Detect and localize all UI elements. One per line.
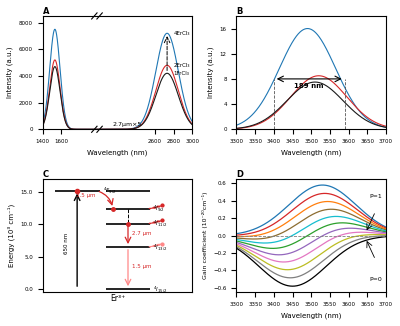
Text: 189 nm: 189 nm	[294, 83, 324, 89]
Text: 2.7 µm: 2.7 µm	[132, 231, 152, 236]
Text: 2.7μm×5: 2.7μm×5	[113, 122, 142, 127]
X-axis label: Wavelength (nm): Wavelength (nm)	[87, 150, 148, 156]
Text: C: C	[43, 170, 49, 179]
Text: 650 nm: 650 nm	[64, 233, 69, 254]
Text: 1.5 µm: 1.5 µm	[132, 264, 152, 269]
Text: $^4I_{15/2}$: $^4I_{15/2}$	[154, 284, 168, 294]
Text: 3.5 µm: 3.5 µm	[76, 193, 95, 198]
Text: $^4I_{9/2}$: $^4I_{9/2}$	[154, 204, 165, 214]
X-axis label: Wavelength (nm): Wavelength (nm)	[281, 313, 342, 319]
Y-axis label: Intensity (a.u.): Intensity (a.u.)	[208, 47, 214, 98]
Text: 2ErCl₃: 2ErCl₃	[174, 63, 190, 68]
Y-axis label: Intensity (a.u.): Intensity (a.u.)	[7, 47, 14, 98]
Text: $^4I_{13/2}$: $^4I_{13/2}$	[154, 242, 168, 252]
Text: D: D	[236, 170, 244, 179]
Text: A: A	[43, 7, 49, 16]
Y-axis label: Energy (10³ cm⁻¹): Energy (10³ cm⁻¹)	[8, 204, 15, 267]
Text: B: B	[236, 7, 243, 16]
Text: 1FrCl₃: 1FrCl₃	[174, 71, 190, 76]
Text: 4ErCl₃: 4ErCl₃	[174, 31, 190, 36]
Text: $^4I_{11/2}$: $^4I_{11/2}$	[154, 219, 168, 229]
X-axis label: Wavelength (nm): Wavelength (nm)	[281, 150, 342, 156]
X-axis label: Er³⁺: Er³⁺	[110, 294, 125, 303]
Text: $^4F_{9/2}$: $^4F_{9/2}$	[102, 186, 116, 195]
Text: P=1: P=1	[370, 194, 382, 199]
Y-axis label: Gain coefficient (10⁻²⁰cm⁻¹): Gain coefficient (10⁻²⁰cm⁻¹)	[202, 192, 208, 279]
Text: P=0: P=0	[370, 277, 382, 282]
